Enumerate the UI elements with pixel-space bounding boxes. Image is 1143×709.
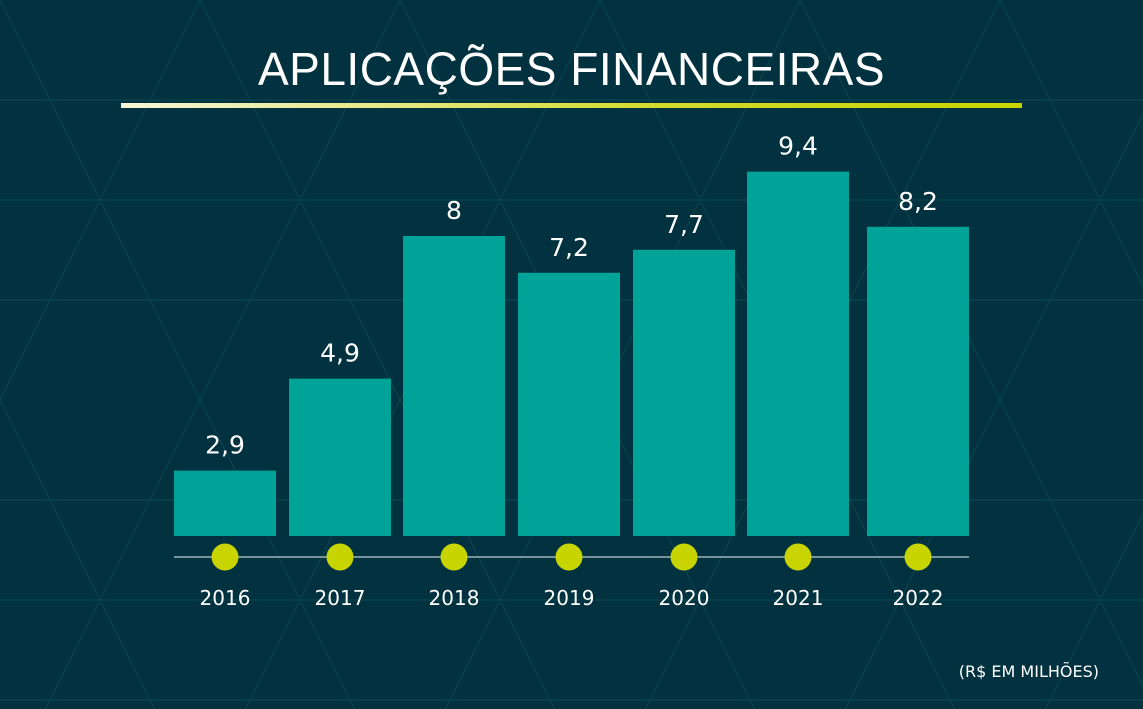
data-label-2019: 7,2	[549, 233, 589, 262]
timeline-dot-2022	[904, 543, 932, 571]
bar-2021	[747, 171, 849, 536]
bar-2019	[518, 272, 620, 536]
timeline-dot-2019	[555, 543, 583, 571]
timeline-dot-2017	[326, 543, 354, 571]
title-underline	[121, 103, 1022, 108]
data-label-2016: 2,9	[205, 431, 245, 460]
x-tick-label-2021: 2021	[773, 586, 824, 610]
x-tick-label-2018: 2018	[429, 586, 480, 610]
timeline-dot-2020	[670, 543, 698, 571]
bar-2017	[289, 378, 391, 536]
chart-title: APLICAÇÕES FINANCEIRAS	[257, 43, 886, 95]
timeline-dot-2021	[784, 543, 812, 571]
bar-2016	[174, 470, 276, 536]
bar-2022	[867, 226, 969, 537]
bar-2020	[633, 249, 735, 537]
data-label-2018: 8	[446, 196, 462, 225]
timeline-dot-2016	[211, 543, 239, 571]
x-tick-label-2019: 2019	[544, 586, 595, 610]
bar-2018	[403, 236, 505, 536]
x-tick-label-2017: 2017	[315, 586, 366, 610]
data-label-2017: 4,9	[320, 339, 360, 368]
x-tick-label-2016: 2016	[200, 586, 251, 610]
unit-label: (R$ EM MILHÕES)	[958, 662, 1099, 681]
data-label-2022: 8,2	[898, 187, 938, 216]
timeline-dot-2018	[440, 543, 468, 571]
x-tick-label-2022: 2022	[893, 586, 944, 610]
data-label-2020: 7,7	[664, 210, 704, 239]
data-label-2021: 9,4	[778, 132, 818, 161]
x-tick-label-2020: 2020	[659, 586, 710, 610]
